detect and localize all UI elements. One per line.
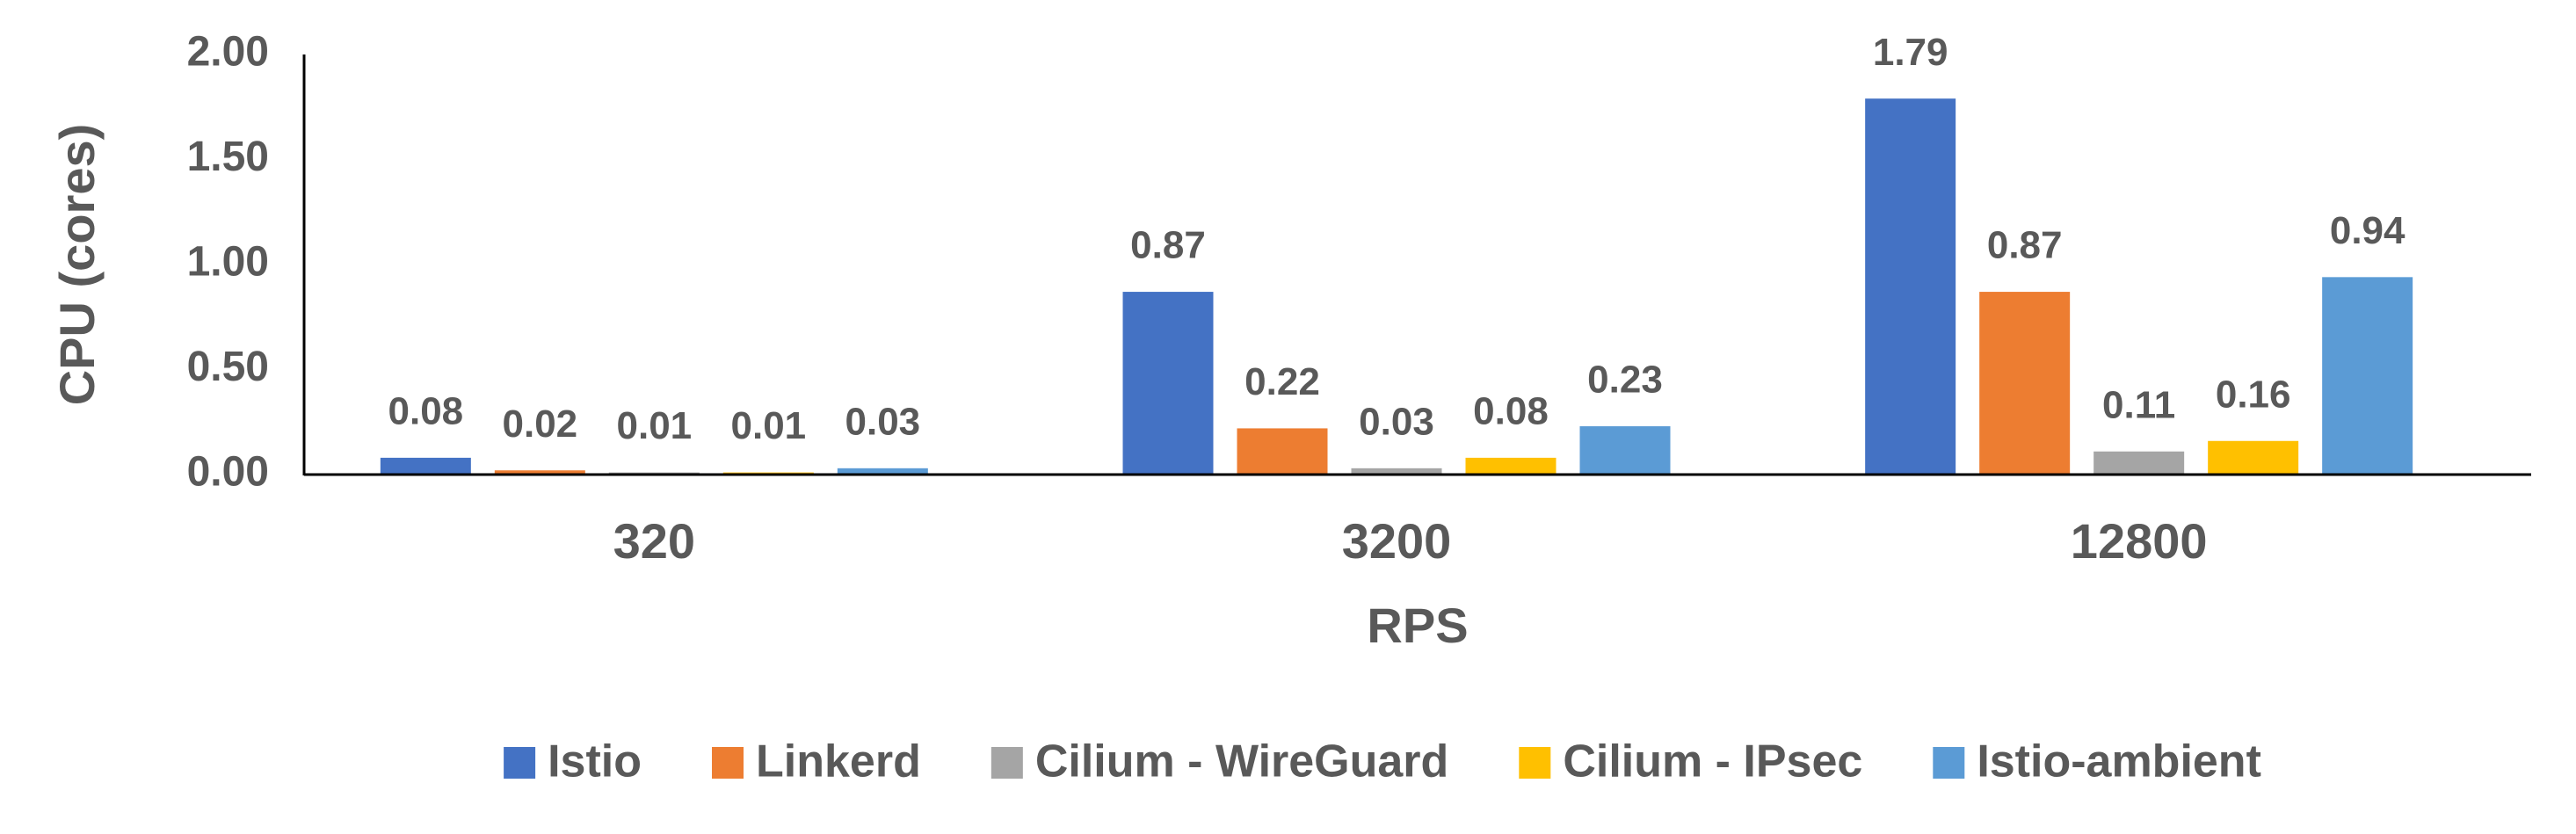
legend-label: Cilium - IPsec — [1563, 736, 1862, 787]
x-tick-label: 3200 — [1342, 513, 1452, 569]
y-tick-label: 2.00 — [187, 29, 269, 76]
legend-label: Istio-ambient — [1977, 736, 2261, 787]
y-tick-label: 1.50 — [187, 134, 269, 180]
bar — [1579, 426, 1671, 475]
bar — [380, 457, 471, 475]
data-label: 0.87 — [1987, 224, 2063, 267]
legend-label: Cilium - WireGuard — [1035, 736, 1448, 787]
data-label: 0.11 — [2102, 383, 2175, 426]
data-label: 0.08 — [1473, 390, 1549, 433]
data-label: 0.87 — [1130, 224, 1206, 267]
data-label: 0.02 — [503, 402, 578, 446]
x-tick-label: 320 — [613, 513, 695, 569]
data-label: 0.03 — [1359, 400, 1434, 443]
bar — [1865, 98, 1956, 475]
legend-label: Istio — [548, 736, 642, 787]
data-label: 0.23 — [1587, 359, 1663, 402]
bar — [1351, 468, 1442, 475]
y-axis-label: CPU (cores) — [49, 124, 105, 406]
legend-swatch — [990, 747, 1023, 779]
data-label: 0.94 — [2330, 209, 2405, 252]
bar — [494, 470, 585, 475]
y-tick-label: 0.50 — [187, 344, 269, 390]
y-tick-label: 1.00 — [187, 239, 269, 286]
bar — [1465, 457, 1556, 475]
legend-label: Linkerd — [756, 736, 921, 787]
bar — [837, 468, 928, 475]
data-label: 0.08 — [388, 390, 464, 433]
data-label: 0.16 — [2216, 373, 2291, 416]
x-tick-label: 12800 — [2071, 513, 2208, 569]
data-label: 0.01 — [617, 404, 693, 447]
bar — [1237, 428, 1328, 475]
x-axis-label: RPS — [1367, 598, 1468, 653]
data-label: 0.03 — [845, 400, 921, 443]
legend-swatch — [1519, 747, 1551, 779]
data-label: 0.01 — [731, 404, 807, 447]
legend-swatch — [712, 747, 744, 779]
bar — [2322, 277, 2413, 475]
legend-swatch — [504, 747, 536, 779]
bar — [1979, 292, 2071, 475]
bar — [2093, 451, 2185, 475]
y-tick-label: 0.00 — [187, 449, 269, 496]
legend-swatch — [1933, 747, 1965, 779]
bar — [1122, 292, 1214, 475]
data-label: 1.79 — [1873, 31, 1948, 74]
bar — [2208, 440, 2299, 475]
data-label: 0.22 — [1244, 360, 1320, 403]
